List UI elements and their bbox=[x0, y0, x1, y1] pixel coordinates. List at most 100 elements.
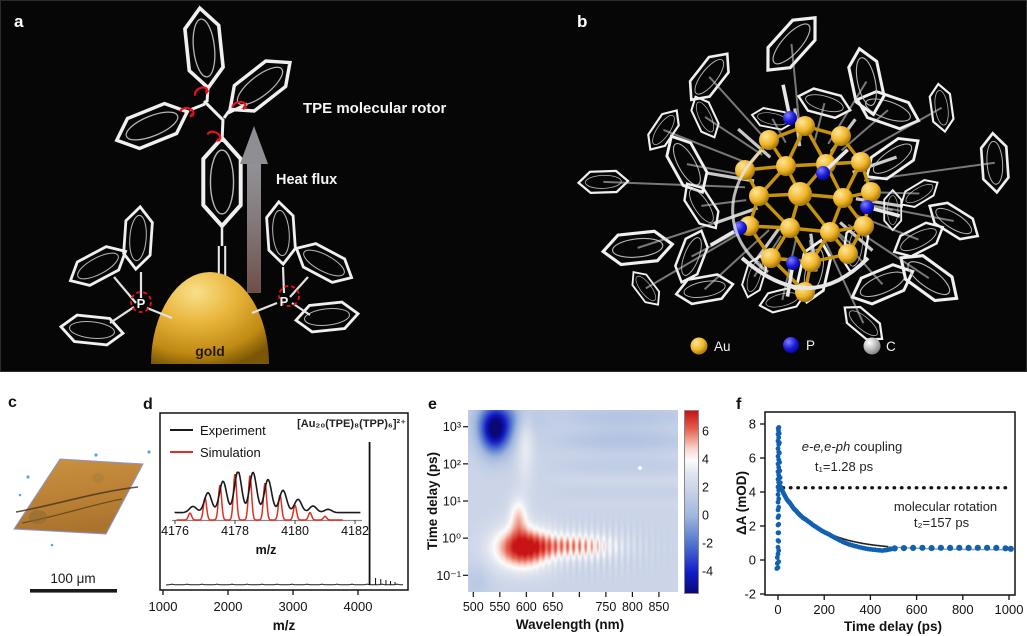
experiment-legend-label: Experiment bbox=[200, 423, 266, 438]
data-point bbox=[777, 468, 783, 474]
y-tick-label: 2 bbox=[749, 519, 756, 534]
au-atom bbox=[820, 222, 840, 242]
data-point bbox=[777, 475, 783, 480]
panel-ab-artwork: P P gold Heat flux TPE molecular rotor bbox=[0, 0, 1027, 372]
x-tick-label: 850 bbox=[648, 600, 669, 614]
data-point bbox=[1002, 545, 1009, 552]
x-tick-label: 0 bbox=[774, 602, 781, 617]
data-point bbox=[919, 544, 926, 551]
inset-x-axis-label: m/z bbox=[256, 543, 277, 557]
gold-label: gold bbox=[195, 343, 225, 359]
y-tick-label: 10⁻¹ bbox=[436, 569, 461, 583]
au-atom bbox=[851, 152, 871, 172]
front-stick bbox=[731, 148, 769, 274]
front-stick bbox=[740, 256, 870, 290]
ligand-stick bbox=[822, 237, 865, 324]
ligand-stick bbox=[781, 239, 797, 301]
colorbar-tick-label: -4 bbox=[702, 565, 713, 579]
left-p-atom-label: P bbox=[137, 296, 146, 311]
x-tick-label: 750 bbox=[595, 600, 616, 614]
data-point bbox=[993, 544, 1000, 552]
heatmap-axes: 500 550 600 650 750 800 850 10³ 10² 10¹ 10⁰ 10⁻¹ Wav… bbox=[425, 420, 713, 632]
inset-tick-label: 4178 bbox=[221, 524, 249, 538]
x-tick-label: 800 bbox=[952, 602, 974, 617]
data-point bbox=[776, 496, 782, 502]
x-tick-label: 500 bbox=[463, 600, 484, 614]
transient-absorption-heatmap bbox=[468, 410, 678, 592]
y-tick-label: 0 bbox=[749, 553, 756, 568]
au-atom bbox=[801, 252, 821, 272]
au-atom bbox=[838, 244, 858, 264]
colorbar-tick-label: -2 bbox=[702, 537, 713, 551]
data-point bbox=[956, 544, 963, 551]
x-tick-label: 600 bbox=[516, 600, 537, 614]
mass-spectrum-chart: 1000 2000 3000 4000 m/z Experiment Simulation 4… bbox=[149, 412, 409, 633]
data-point bbox=[891, 545, 898, 552]
right-p-atom-label: P bbox=[280, 294, 289, 309]
plot-frame bbox=[764, 411, 1016, 596]
au-atom bbox=[776, 156, 796, 176]
ligand-stick bbox=[704, 116, 763, 156]
spectrum-baseline bbox=[165, 583, 403, 586]
coupling-annotation: e-e,e-ph coupling bbox=[801, 439, 903, 454]
data-point bbox=[775, 492, 781, 497]
data-point bbox=[775, 446, 781, 451]
au-atom bbox=[780, 218, 800, 238]
tpe-molecule-drawing: P P gold Heat flux TPE molecular rotor bbox=[58, 4, 447, 364]
panel-c-letter: c bbox=[8, 394, 17, 411]
data-point bbox=[775, 565, 781, 570]
data-point bbox=[777, 480, 783, 485]
experiment-curve bbox=[174, 471, 361, 514]
data-point bbox=[776, 530, 782, 536]
x-tick-label: 200 bbox=[813, 602, 835, 617]
x-tick-label: 1000 bbox=[149, 599, 178, 614]
data-point bbox=[776, 559, 782, 565]
x-tick-label: 4000 bbox=[344, 599, 373, 614]
inset-tick-label: 4180 bbox=[281, 524, 309, 538]
legend-au-sphere bbox=[690, 337, 708, 355]
au-atom bbox=[833, 188, 853, 208]
ligand-stick bbox=[771, 118, 787, 144]
p-atom bbox=[860, 200, 874, 214]
panel-d-letter: d bbox=[143, 396, 153, 413]
au-atom bbox=[795, 116, 815, 136]
data-point bbox=[900, 545, 908, 552]
tau2-annotation: t₂=157 ps bbox=[913, 515, 970, 530]
scale-bar-label: 100 μm bbox=[50, 571, 95, 586]
p-atom bbox=[816, 166, 830, 180]
simulation-legend-label: Simulation bbox=[200, 445, 261, 460]
y-axis-label: Time delay (ps) bbox=[425, 452, 440, 550]
data-point bbox=[776, 548, 782, 553]
ligand-stick bbox=[862, 202, 954, 222]
x-tick-label: 400 bbox=[860, 602, 882, 617]
au-atom bbox=[795, 282, 815, 302]
data-point bbox=[947, 544, 954, 552]
legend-p-label: P bbox=[806, 338, 815, 353]
rotation-annotation: molecular rotation bbox=[893, 499, 998, 514]
data-point bbox=[974, 544, 981, 551]
data-point bbox=[937, 544, 945, 551]
plot-frame bbox=[159, 412, 409, 591]
ligand-stick bbox=[813, 102, 826, 141]
atom-legend: Au P C bbox=[690, 337, 896, 355]
y-tick-label: 10² bbox=[443, 457, 461, 471]
heat-flux-arrow bbox=[240, 126, 268, 293]
data-point bbox=[777, 450, 782, 456]
au-atom bbox=[749, 186, 769, 206]
data-point bbox=[928, 545, 935, 552]
x-tick-label: 600 bbox=[906, 602, 928, 617]
data-point bbox=[776, 431, 782, 436]
data-point bbox=[776, 521, 782, 527]
x-axis-label: Time delay (ps) bbox=[844, 619, 942, 634]
gold-dome bbox=[151, 272, 269, 364]
ligand-stick bbox=[663, 129, 754, 167]
au-atom bbox=[861, 182, 881, 202]
data-point bbox=[1007, 545, 1014, 552]
right-phosphine-group: P bbox=[251, 199, 361, 335]
inset-tick-label: 4176 bbox=[161, 524, 189, 538]
ligand-stick bbox=[851, 106, 943, 160]
y-tick-label: 4 bbox=[749, 485, 756, 500]
y-tick-label: 10¹ bbox=[443, 495, 461, 509]
colorbar bbox=[684, 410, 699, 594]
